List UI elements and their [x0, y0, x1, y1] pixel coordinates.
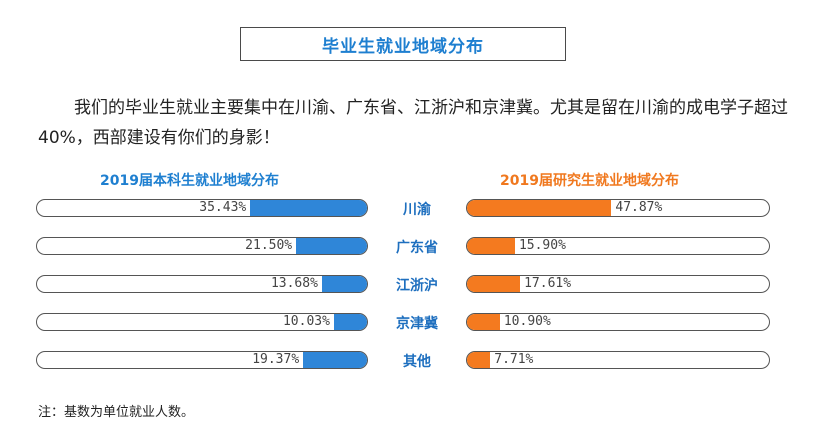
undergrad-bar: [321, 276, 367, 292]
undergrad-value-label: 13.68%: [270, 276, 318, 291]
undergrad-bar-track: 10.03%: [36, 313, 368, 331]
graduate-bar: [467, 352, 491, 368]
graduate-bar: [467, 238, 515, 254]
graduate-bar-track: 15.90%: [466, 237, 770, 255]
footnote: 注：基数为单位就业人数。: [38, 405, 195, 420]
graduate-bar-track: 10.90%: [466, 313, 770, 331]
undergrad-value-label: 21.50%: [245, 238, 293, 253]
undergrad-chart-title: 2019届本科生就业地域分布: [100, 173, 279, 189]
undergrad-bar: [333, 314, 367, 330]
region-label: 广东省: [396, 240, 438, 256]
graduate-value-label: 17.61%: [524, 276, 572, 291]
graduate-value-label: 15.90%: [518, 238, 566, 253]
graduate-bar-track: 47.87%: [466, 199, 770, 217]
graduate-bar: [467, 200, 612, 216]
graduate-bar: [467, 276, 521, 292]
undergrad-value-label: 19.37%: [252, 352, 300, 367]
undergrad-value-label: 35.43%: [199, 200, 247, 215]
region-label: 江浙沪: [396, 278, 438, 294]
region-label: 其他: [403, 354, 431, 370]
undergrad-bar: [250, 200, 367, 216]
undergrad-value-label: 10.03%: [282, 314, 330, 329]
graduate-bar-track: 7.71%: [466, 351, 770, 369]
graduate-bar: [467, 314, 500, 330]
region-label: 川渝: [403, 202, 431, 218]
undergrad-bar-track: 13.68%: [36, 275, 368, 293]
graduate-value-label: 10.90%: [503, 314, 551, 329]
undergrad-bar-track: 21.50%: [36, 237, 368, 255]
graduate-bar-track: 17.61%: [466, 275, 770, 293]
region-label: 京津冀: [396, 316, 438, 332]
graduate-value-label: 7.71%: [494, 352, 534, 367]
graduate-chart-title: 2019届研究生就业地域分布: [500, 173, 679, 189]
undergrad-bar-track: 35.43%: [36, 199, 368, 217]
undergrad-bar: [303, 352, 367, 368]
undergrad-bar-track: 19.37%: [36, 351, 368, 369]
undergrad-bar: [296, 238, 367, 254]
intro-paragraph: 我们的毕业生就业主要集中在川渝、广东省、江浙沪和京津冀。尤其是留在川渝的成电学子…: [38, 98, 788, 148]
title-box: 毕业生就业地域分布: [240, 27, 566, 61]
graduate-value-label: 47.87%: [615, 200, 663, 215]
page-title: 毕业生就业地域分布: [322, 36, 484, 57]
